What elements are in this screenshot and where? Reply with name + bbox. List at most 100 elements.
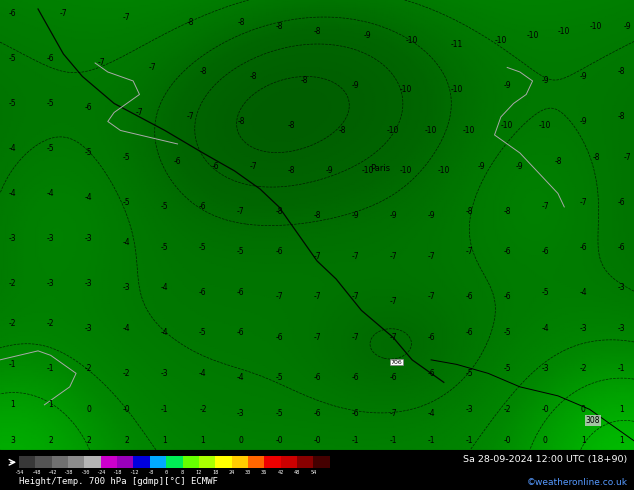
Text: -5: -5 — [47, 99, 55, 108]
Text: -42: -42 — [47, 470, 56, 475]
Bar — [52, 456, 68, 468]
Text: -3: -3 — [85, 234, 93, 243]
Text: Sa 28-09-2024 12:00 UTC (18+90): Sa 28-09-2024 12:00 UTC (18+90) — [463, 455, 628, 465]
Text: -6: -6 — [237, 328, 245, 338]
Text: 2: 2 — [86, 436, 91, 445]
Text: 1: 1 — [200, 436, 205, 445]
Text: -2: -2 — [199, 405, 207, 414]
Bar — [215, 456, 231, 468]
Text: Paris: Paris — [370, 164, 391, 173]
Text: -7: -7 — [351, 252, 359, 261]
Text: -6: -6 — [465, 328, 473, 338]
Text: -0: -0 — [275, 436, 283, 445]
Bar — [101, 456, 117, 468]
Text: -10: -10 — [437, 167, 450, 175]
Text: -6: -6 — [174, 157, 181, 167]
Text: -4: -4 — [541, 324, 549, 333]
Text: -9: -9 — [351, 81, 359, 90]
Text: -5: -5 — [123, 198, 131, 207]
Text: -7: -7 — [389, 297, 397, 306]
Text: -9: -9 — [624, 23, 631, 31]
Text: 18: 18 — [212, 470, 218, 475]
Bar — [84, 456, 101, 468]
Text: -5: -5 — [9, 99, 16, 108]
Text: -7: -7 — [136, 108, 143, 117]
Text: -9: -9 — [364, 31, 372, 41]
Text: -4: -4 — [123, 324, 131, 333]
Text: -0: -0 — [541, 405, 549, 414]
Text: -9: -9 — [579, 117, 587, 126]
Text: -4: -4 — [237, 373, 245, 382]
Text: -10: -10 — [539, 122, 552, 130]
Text: -9: -9 — [541, 76, 549, 85]
Text: -6: -6 — [313, 409, 321, 418]
Text: -10: -10 — [387, 126, 399, 135]
Bar — [313, 456, 330, 468]
Text: -38: -38 — [63, 470, 73, 475]
Text: -10: -10 — [425, 126, 437, 135]
Text: -5: -5 — [199, 328, 207, 338]
Bar — [183, 456, 199, 468]
Text: -7: -7 — [313, 293, 321, 301]
Text: 54: 54 — [310, 470, 316, 475]
Text: -3: -3 — [123, 283, 131, 293]
Text: -4: -4 — [85, 194, 93, 202]
Text: -5: -5 — [237, 247, 245, 256]
Bar — [19, 456, 36, 468]
Text: -6: -6 — [275, 247, 283, 256]
Text: -5: -5 — [161, 202, 169, 211]
Text: 0: 0 — [86, 405, 91, 414]
Bar — [36, 456, 52, 468]
Text: -8: -8 — [592, 153, 600, 162]
Text: 1: 1 — [581, 436, 586, 445]
Text: 0: 0 — [581, 405, 586, 414]
Text: 1: 1 — [48, 400, 53, 409]
Bar — [264, 456, 281, 468]
Text: -8: -8 — [313, 27, 321, 36]
Text: -7: -7 — [186, 112, 194, 122]
Text: 1: 1 — [162, 436, 167, 445]
Text: -10: -10 — [406, 36, 418, 45]
Text: 2: 2 — [48, 436, 53, 445]
Text: 3: 3 — [10, 436, 15, 445]
Text: 706: 706 — [391, 360, 402, 365]
Text: -10: -10 — [450, 85, 463, 95]
Text: -7: -7 — [148, 63, 156, 72]
Text: -2: -2 — [47, 319, 55, 328]
Text: 30: 30 — [245, 470, 251, 475]
Text: -3: -3 — [9, 234, 16, 243]
Text: -10: -10 — [463, 126, 476, 135]
Text: -7: -7 — [60, 9, 67, 18]
Text: -1: -1 — [618, 365, 625, 373]
Text: -9: -9 — [351, 211, 359, 220]
Text: -3: -3 — [237, 409, 245, 418]
Text: -18: -18 — [112, 470, 122, 475]
Text: -1: -1 — [427, 436, 435, 445]
Text: -5: -5 — [503, 365, 511, 373]
Text: -7: -7 — [123, 14, 131, 23]
Text: -4: -4 — [9, 144, 16, 153]
Text: -6: -6 — [618, 198, 625, 207]
Text: -3: -3 — [85, 324, 93, 333]
Text: 2: 2 — [124, 436, 129, 445]
Text: 8: 8 — [181, 470, 184, 475]
Text: -6: -6 — [275, 333, 283, 342]
Text: -9: -9 — [389, 211, 397, 220]
Text: -1: -1 — [161, 405, 169, 414]
Text: 12: 12 — [196, 470, 202, 475]
Bar — [231, 456, 248, 468]
Text: -7: -7 — [250, 162, 257, 171]
Text: -7: -7 — [389, 252, 397, 261]
Text: -6: -6 — [313, 373, 321, 382]
Text: -8: -8 — [146, 470, 153, 475]
Text: -5: -5 — [47, 144, 55, 153]
Text: -7: -7 — [427, 252, 435, 261]
Text: -3: -3 — [618, 324, 625, 333]
Text: 308: 308 — [586, 416, 600, 425]
Text: -11: -11 — [450, 41, 463, 49]
Text: -2: -2 — [9, 279, 16, 288]
Text: -6: -6 — [579, 243, 587, 252]
Text: -9: -9 — [579, 72, 587, 81]
Text: -6: -6 — [47, 54, 55, 63]
Text: -0: -0 — [503, 436, 511, 445]
